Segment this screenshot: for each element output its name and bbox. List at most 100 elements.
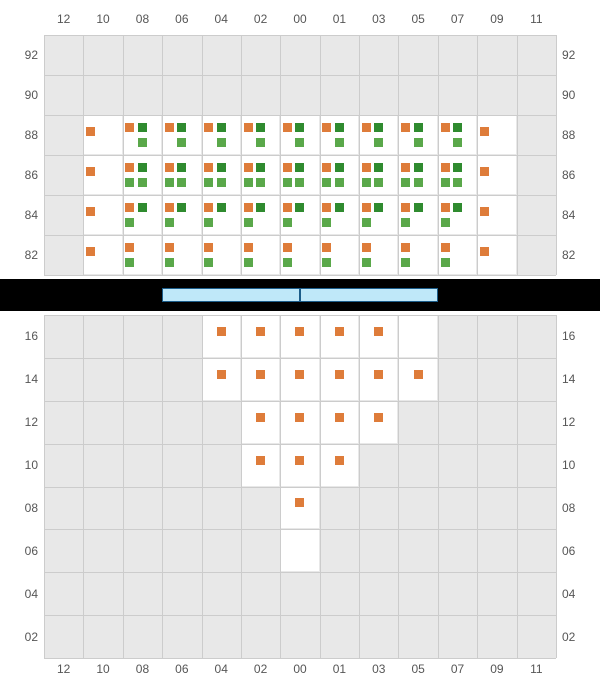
seat-cell[interactable] [439,116,476,154]
seat-marker [401,178,410,187]
seat-cell[interactable] [84,236,121,274]
seat-cell[interactable] [360,316,397,357]
seat-cell[interactable] [203,156,240,194]
seat-cell[interactable] [360,156,397,194]
seat-cell[interactable] [84,116,121,154]
seat-cell[interactable] [242,156,279,194]
seat-cell[interactable] [281,445,318,486]
seat-cell[interactable] [124,196,161,234]
seat-cell[interactable] [84,156,121,194]
seat-cell[interactable] [321,196,358,234]
seat-cell[interactable] [399,316,436,357]
seat-cell[interactable] [360,196,397,234]
seat-cell[interactable] [242,402,279,443]
seat-cell[interactable] [163,236,200,274]
seat-marker [295,456,304,465]
seat-cell[interactable] [203,196,240,234]
seat-cell[interactable] [478,116,515,154]
seat-cell[interactable] [478,196,515,234]
seat-cell[interactable] [281,316,318,357]
seat-cell[interactable] [242,196,279,234]
seat-cell[interactable] [360,402,397,443]
seat-marker [441,178,450,187]
seat-marker [256,456,265,465]
seat-marker [165,123,174,132]
seat-marker [335,178,344,187]
seat-cell[interactable] [360,116,397,154]
seat-cell[interactable] [281,196,318,234]
seat-cell[interactable] [281,488,318,529]
seat-cell[interactable] [124,236,161,274]
seat-cell[interactable] [399,116,436,154]
seat-cell[interactable] [321,316,358,357]
col-label-top: 12 [52,12,76,26]
seat-cell[interactable] [399,156,436,194]
seat-marker [335,456,344,465]
seat-cell[interactable] [478,236,515,274]
col-label-bottom: 09 [485,662,509,676]
seat-marker [256,413,265,422]
seat-cell[interactable] [203,359,240,400]
col-label-bottom: 03 [367,662,391,676]
row-label-right: 04 [562,587,584,601]
seat-cell[interactable] [360,236,397,274]
seat-cell[interactable] [163,196,200,234]
seat-cell[interactable] [321,236,358,274]
seat-cell[interactable] [439,236,476,274]
seat-marker [177,163,186,172]
seat-cell[interactable] [124,116,161,154]
row-label-left: 88 [16,128,38,142]
seat-cell[interactable] [203,316,240,357]
seat-cell[interactable] [399,359,436,400]
seat-marker [374,163,383,172]
col-label-bottom: 04 [209,662,233,676]
seat-marker [256,178,265,187]
seat-cell[interactable] [321,402,358,443]
seat-cell[interactable] [242,445,279,486]
seat-cell[interactable] [281,402,318,443]
seat-marker [453,138,462,147]
seat-marker [322,243,331,252]
seat-cell[interactable] [321,116,358,154]
seat-marker [244,218,253,227]
col-label-top: 02 [249,12,273,26]
seat-cell[interactable] [478,156,515,194]
seat-cell[interactable] [439,196,476,234]
seat-cell[interactable] [242,316,279,357]
seat-marker [441,203,450,212]
seat-cell[interactable] [203,116,240,154]
seat-cell[interactable] [321,445,358,486]
seat-cell[interactable] [84,196,121,234]
seat-cell[interactable] [281,530,318,571]
seat-cell[interactable] [281,359,318,400]
seat-cell[interactable] [399,196,436,234]
seat-marker [165,218,174,227]
seat-cell[interactable] [399,236,436,274]
stage-segment [162,288,300,302]
seat-cell[interactable] [321,359,358,400]
seat-cell[interactable] [163,156,200,194]
seat-cell[interactable] [124,156,161,194]
seat-cell[interactable] [439,156,476,194]
seat-cell[interactable] [242,116,279,154]
col-label-top: 05 [406,12,430,26]
seat-marker [414,123,423,132]
seat-cell[interactable] [281,236,318,274]
seat-cell[interactable] [242,236,279,274]
col-label-top: 11 [524,12,548,26]
seat-cell[interactable] [281,116,318,154]
seat-cell[interactable] [242,359,279,400]
col-label-bottom: 12 [52,662,76,676]
seat-cell[interactable] [163,116,200,154]
seat-cell[interactable] [281,156,318,194]
seat-marker [414,178,423,187]
seat-marker [295,138,304,147]
seat-cell[interactable] [203,236,240,274]
seat-cell[interactable] [321,156,358,194]
seat-marker [374,178,383,187]
row-label-left: 14 [16,372,38,386]
row-label-left: 10 [16,458,38,472]
seat-cell[interactable] [360,359,397,400]
seat-marker [335,413,344,422]
row-label-left: 04 [16,587,38,601]
